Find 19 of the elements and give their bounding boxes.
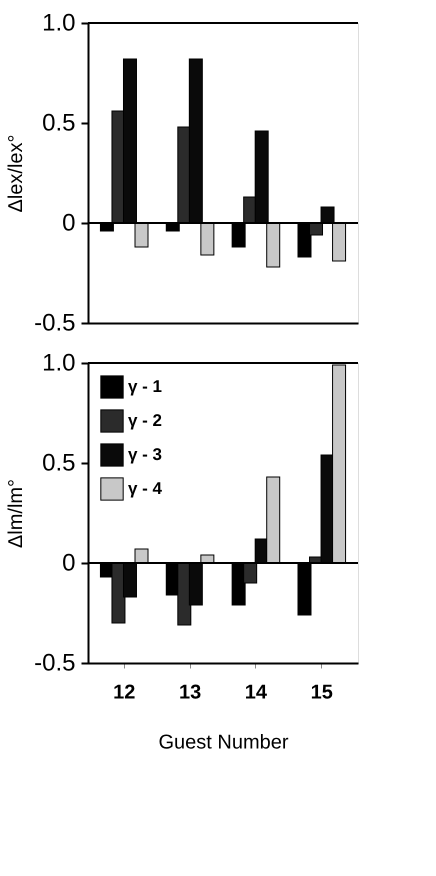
y-axis-title: Δlex/lex° — [5, 134, 28, 213]
y-tick-label: 1.0 — [42, 350, 76, 376]
x-tick-label: 13 — [178, 682, 202, 704]
y-tick-label: 0 — [62, 210, 76, 236]
y-tick-label: 1.0 — [42, 10, 76, 36]
y-tick-label: -0.5 — [34, 310, 76, 336]
y-tick-label: 0 — [62, 550, 76, 576]
y-axis-title: Δlm/lm° — [5, 478, 28, 548]
y-tick-label: -0.5 — [34, 650, 76, 676]
legend-label: γ - 4 — [128, 479, 163, 498]
x-tick-label: 12 — [113, 682, 136, 704]
legend-label: γ - 2 — [128, 411, 162, 430]
x-axis-title: Guest Number — [158, 732, 289, 754]
x-tick-label: 14 — [244, 682, 268, 704]
y-tick-label: 0.5 — [42, 450, 76, 476]
legend-label: γ - 1 — [128, 377, 162, 396]
legend-label: γ - 3 — [128, 445, 162, 464]
y-tick-label: 0.5 — [42, 110, 76, 136]
x-tick-label: 15 — [310, 682, 333, 704]
